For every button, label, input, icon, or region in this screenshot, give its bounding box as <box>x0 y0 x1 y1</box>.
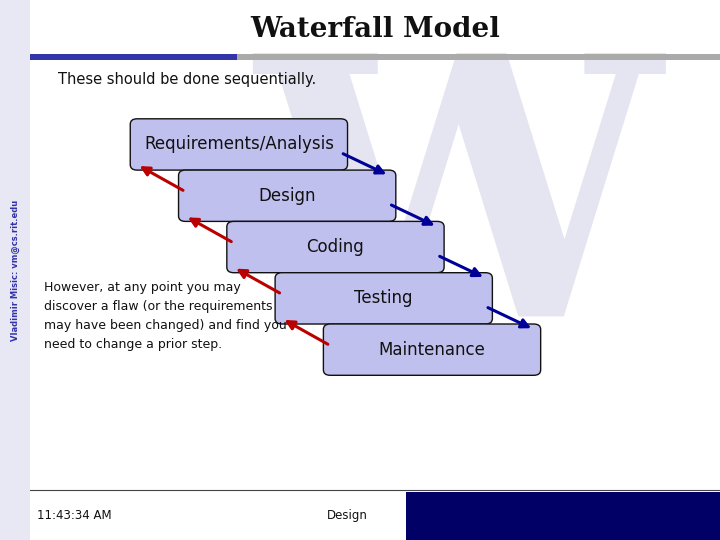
Text: Vladimir Misic: vm@cs.rit.edu: Vladimir Misic: vm@cs.rit.edu <box>11 199 19 341</box>
Text: Coding: Coding <box>307 238 364 256</box>
Text: Requirements/Analysis: Requirements/Analysis <box>144 136 334 153</box>
Text: Testing: Testing <box>354 289 413 307</box>
Text: Design: Design <box>258 187 316 205</box>
Text: 10: 10 <box>423 509 438 522</box>
Text: These should be done sequentially.: These should be done sequentially. <box>58 72 316 87</box>
FancyBboxPatch shape <box>275 273 492 324</box>
FancyBboxPatch shape <box>227 221 444 273</box>
Bar <box>237 54 720 60</box>
Text: 11:43:34 AM: 11:43:34 AM <box>37 509 112 522</box>
FancyBboxPatch shape <box>179 170 396 221</box>
FancyBboxPatch shape <box>130 119 348 170</box>
Text: Maintenance: Maintenance <box>379 341 485 359</box>
Text: W: W <box>255 41 661 391</box>
Bar <box>30 54 237 60</box>
Bar <box>406 492 720 540</box>
FancyBboxPatch shape <box>323 324 541 375</box>
Text: Waterfall Model: Waterfall Model <box>250 16 500 43</box>
Text: Design: Design <box>327 509 368 522</box>
Text: http://www.cs.rit.edu/~vm: http://www.cs.rit.edu/~vm <box>479 509 654 522</box>
Text: However, at any point you may
discover a flaw (or the requirements
may have been: However, at any point you may discover a… <box>44 281 287 351</box>
